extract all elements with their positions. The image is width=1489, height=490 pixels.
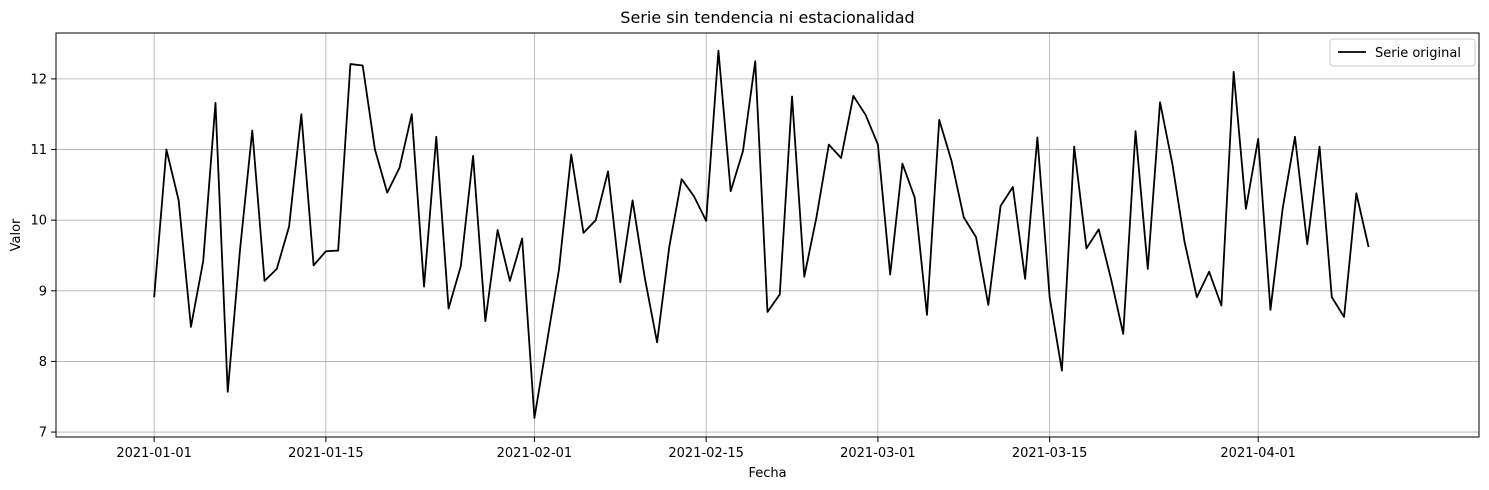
y-axis-label: Valor: [9, 218, 24, 251]
x-tick-label: 2021-02-15: [668, 446, 744, 461]
series-line-serie-original: [153, 49, 1370, 419]
plot-frame: [55, 32, 1480, 438]
y-tick-label: 11: [30, 143, 47, 158]
y-tick-label: 10: [30, 214, 47, 229]
x-axis-label: Fecha: [748, 466, 786, 481]
y-tick-label: 8: [39, 355, 47, 370]
series-layer: [153, 49, 1370, 419]
tick-layer: 2021-01-01 2021-01-15 2021-02-01 2021-02-15…: [30, 72, 1296, 461]
legend-label-serie-original: Serie original: [1375, 46, 1461, 61]
x-tick-label: 2021-01-01: [116, 446, 192, 461]
y-tick-label: 7: [39, 426, 47, 441]
chart-title: Serie sin tendencia ni estacionalidad: [620, 8, 914, 27]
x-tick-label: 2021-04-01: [1220, 446, 1296, 461]
x-tick-label: 2021-03-01: [840, 446, 916, 461]
grid-layer: [56, 33, 1479, 437]
x-tick-label: 2021-01-15: [288, 446, 364, 461]
legend-box: [1329, 38, 1476, 67]
x-tick-label: 2021-03-15: [1012, 446, 1088, 461]
y-tick-label: 12: [30, 72, 47, 87]
x-tick-label: 2021-02-01: [497, 446, 573, 461]
y-tick-label: 9: [39, 284, 47, 299]
legend: Serie original: [1329, 38, 1476, 67]
